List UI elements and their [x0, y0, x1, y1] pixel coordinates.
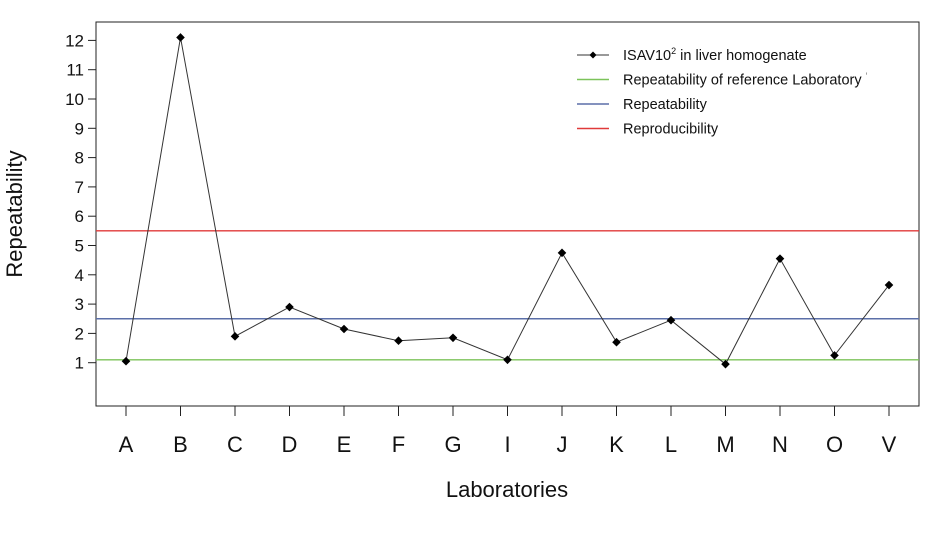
data-point-c	[230, 332, 240, 341]
y-tick-label: 7	[75, 178, 84, 197]
data-point-k	[612, 337, 621, 347]
y-axis-title: Repeatability	[2, 150, 27, 277]
data-point-e	[339, 324, 349, 334]
x-tick-label: A	[119, 432, 134, 457]
legend: ISAV102 in liver homogenate Repeatability…	[577, 46, 868, 138]
x-tick-label: F	[392, 432, 405, 457]
legend-label-series: ISAV102 in liver homogenate	[623, 46, 807, 64]
data-point-b	[176, 33, 185, 42]
y-tick-label: 3	[75, 295, 84, 314]
x-tick-label: E	[337, 432, 352, 457]
data-point-a	[121, 356, 131, 366]
x-tick-label: D	[282, 432, 298, 457]
legend-label-reference: Repeatability of reference Laboratory '	[623, 72, 868, 89]
x-tick-label: B	[173, 432, 188, 457]
y-tick-label: 11	[66, 61, 84, 80]
x-tick-label: N	[772, 432, 788, 457]
data-point-d	[285, 302, 294, 312]
y-tick-label: 5	[75, 237, 84, 256]
series-group	[121, 33, 894, 369]
x-tick-label: K	[609, 432, 624, 457]
legend-label-reference: Repeatability	[623, 97, 708, 113]
y-tick-label: 8	[75, 149, 84, 168]
data-point-g	[448, 333, 458, 343]
data-point-i	[503, 355, 512, 365]
data-point-f	[394, 336, 403, 346]
y-tick-label: 10	[65, 90, 84, 109]
x-tick-label: V	[882, 432, 897, 457]
data-point-o	[830, 351, 839, 360]
data-point-l	[666, 315, 676, 325]
x-tick-label: G	[444, 432, 461, 457]
y-tick-label: 6	[75, 207, 84, 226]
x-axis-title: Laboratories	[446, 477, 568, 502]
data-point-m	[721, 359, 730, 369]
x-tick-label: O	[826, 432, 843, 457]
legend-marker	[589, 51, 597, 59]
x-tick-label: L	[665, 432, 677, 457]
x-tick-label: M	[716, 432, 734, 457]
data-point-j	[557, 248, 567, 258]
x-tick-label: C	[227, 432, 243, 457]
data-point-n	[775, 254, 785, 263]
x-tick-label: J	[557, 432, 568, 457]
y-tick-label: 9	[75, 119, 84, 138]
y-tick-label: 12	[65, 31, 84, 50]
legend-label-reference: Reproducibility	[623, 122, 719, 138]
x-tick-label: I	[504, 432, 510, 457]
y-tick-label: 1	[75, 354, 84, 373]
data-point-v	[884, 280, 894, 290]
y-tick-label: 4	[75, 266, 84, 285]
y-tick-label: 2	[75, 324, 84, 343]
